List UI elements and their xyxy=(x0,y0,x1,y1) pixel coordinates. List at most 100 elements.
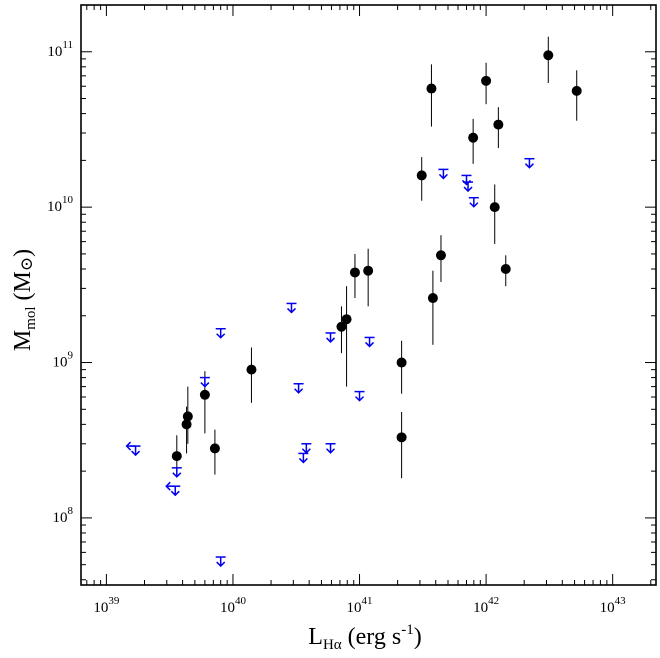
upper-limit-head xyxy=(524,163,534,169)
upper-limit-marker xyxy=(461,174,472,186)
y-axis-label-sub: mol xyxy=(23,306,39,329)
y-tick-label: 1011 xyxy=(47,39,73,60)
upper-limit-marker xyxy=(463,181,474,193)
upper-limit-marker xyxy=(325,332,336,344)
x-tick-label: 1043 xyxy=(600,595,627,616)
x-tick-label-exp: 39 xyxy=(108,595,120,607)
plot-frame xyxy=(80,4,657,586)
upper-limit-marker xyxy=(325,443,336,454)
upper-limit-marker xyxy=(438,168,449,180)
error-bars xyxy=(176,36,578,479)
detection-point xyxy=(493,119,504,130)
upper-limit-head xyxy=(325,448,336,454)
upper-limit-head xyxy=(216,561,226,568)
y-axis-label-unit-end: ) xyxy=(10,249,36,257)
x-tick-label-base: 10 xyxy=(473,600,488,616)
detection-point xyxy=(543,50,554,61)
detection-point xyxy=(182,411,193,422)
y-axis-label-main: M xyxy=(10,330,36,351)
x-axis-label-unit: (erg s xyxy=(348,624,402,650)
upper-limit-head xyxy=(354,396,365,402)
upper-limit-marker xyxy=(301,443,312,454)
detection-point xyxy=(571,85,582,96)
upper-limit-head xyxy=(294,388,304,394)
x-tick-label-exp: 40 xyxy=(235,595,247,607)
upper-limit-head xyxy=(131,450,141,457)
x-axis-label-main: L xyxy=(308,624,323,650)
upper-limit-head xyxy=(200,382,210,388)
upper-limit-marker xyxy=(468,196,479,208)
upper-limit-head xyxy=(463,186,473,193)
x-axis-label-sub: Hα xyxy=(323,637,342,653)
detection-point xyxy=(396,357,407,368)
detection-point xyxy=(396,432,407,443)
y-tick-label: 109 xyxy=(53,350,74,371)
major-ticks xyxy=(81,5,656,585)
y-tick-label-exp: 8 xyxy=(68,505,74,517)
detection-point xyxy=(171,451,182,462)
x-tick-label: 1039 xyxy=(93,595,120,616)
y-tick-label-exp: 10 xyxy=(62,194,74,206)
detection-point xyxy=(481,75,492,86)
x-tick-labels: 1039 1040 1041 1042 1043 xyxy=(93,595,626,616)
x-tick-label-base: 10 xyxy=(93,600,108,616)
y-axis-label: Mmol (M⊙) xyxy=(10,249,39,351)
x-tick-label-exp: 41 xyxy=(362,595,373,607)
detection-point xyxy=(246,364,257,375)
upper-limit-head xyxy=(469,202,479,208)
upper-limit-marker xyxy=(293,383,304,394)
x-tick-label-base: 10 xyxy=(347,600,362,616)
upper-limit-marker xyxy=(165,481,181,497)
y-tick-label-base: 10 xyxy=(47,44,62,60)
detection-point xyxy=(341,314,352,325)
y-tick-label-base: 10 xyxy=(53,510,68,526)
x-tick-label: 1040 xyxy=(220,595,247,616)
detection-point xyxy=(468,132,479,143)
upper-limit-head xyxy=(172,472,182,478)
upper-limit-marker xyxy=(171,467,182,478)
x-tick-label-base: 10 xyxy=(600,600,615,616)
y-tick-label-exp: 11 xyxy=(62,39,73,51)
minor-ticks xyxy=(81,4,656,585)
detection-point xyxy=(427,293,438,304)
y-tick-label-base: 10 xyxy=(53,355,68,371)
upper-limit-marker xyxy=(215,556,226,568)
upper-limit-head xyxy=(170,490,180,497)
detection-point xyxy=(349,267,360,278)
detection-point xyxy=(426,83,437,94)
y-tick-label-base: 10 xyxy=(47,199,62,215)
x-tick-label-exp: 43 xyxy=(615,595,627,607)
upper-limit-marker xyxy=(199,376,210,388)
x-tick-label-exp: 42 xyxy=(488,595,499,607)
upper-limit-head xyxy=(438,173,448,180)
x-tick-label: 1042 xyxy=(473,595,499,616)
upper-limit-marker xyxy=(215,327,226,339)
detection-point xyxy=(199,389,210,400)
upper-limit-head xyxy=(216,333,226,339)
upper-limit-head xyxy=(298,457,308,464)
detection-point xyxy=(181,419,192,430)
x-tick-label-base: 10 xyxy=(220,600,235,616)
x-axis-label-unit-sup: -1 xyxy=(401,622,414,638)
x-tick-label: 1041 xyxy=(347,595,373,616)
y-axis-label-unit-sym: ⊙ xyxy=(17,257,36,271)
x-axis-label: LHα (erg s-1) xyxy=(308,622,421,653)
detection-point xyxy=(435,250,446,261)
upper-limit-left-head xyxy=(165,481,171,491)
y-tick-label: 1010 xyxy=(47,194,74,215)
upper-limit-marker xyxy=(354,390,365,402)
y-axis-label-unit: (M xyxy=(10,271,36,300)
upper-limit-head xyxy=(325,337,336,344)
y-tick-label: 108 xyxy=(53,505,74,526)
detection-points xyxy=(171,50,582,462)
detection-point xyxy=(489,202,500,213)
upper-limit-left-head xyxy=(125,441,132,451)
detection-point xyxy=(336,321,347,332)
detection-point xyxy=(416,170,427,181)
upper-limit-marker xyxy=(298,452,309,464)
upper-limit-markers xyxy=(125,157,535,568)
x-axis-label-unit-end: ) xyxy=(414,624,422,650)
detection-point xyxy=(209,443,220,454)
